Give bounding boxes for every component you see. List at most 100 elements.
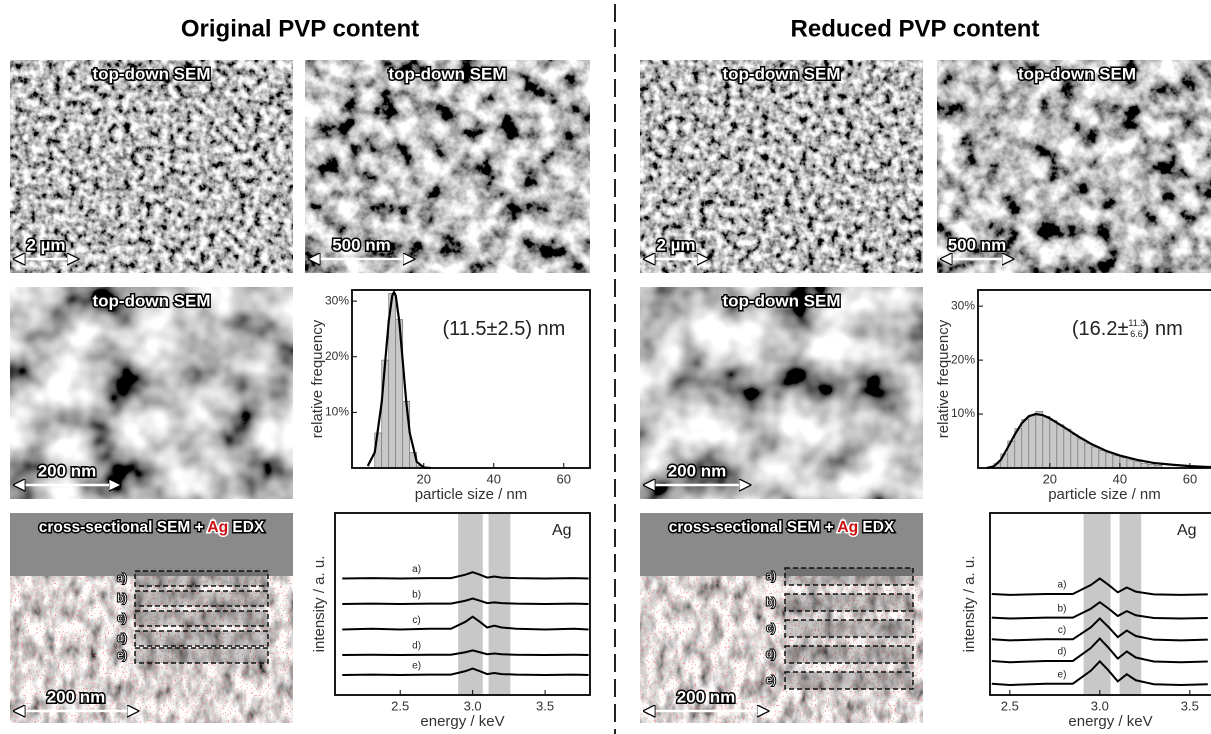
region-box xyxy=(785,646,913,663)
histogram-bar xyxy=(1029,415,1036,468)
series-label: e) xyxy=(412,661,421,672)
histogram-bar xyxy=(1113,456,1120,468)
region-box xyxy=(135,571,268,586)
scale-label: 2 µm xyxy=(26,235,65,254)
label-part: Ag xyxy=(207,519,228,536)
y-tick-label: 10% xyxy=(325,405,349,419)
x-tick-label: 60 xyxy=(1183,471,1197,486)
x-tick-label: 2.5 xyxy=(1001,698,1019,713)
region-label: a) xyxy=(766,570,776,582)
image-label: cross-sectional SEM + Ag EDX xyxy=(39,519,265,536)
x-axis-label: energy / keV xyxy=(420,713,504,730)
figure: Original PVP content Reduced PVP content… xyxy=(0,0,1211,734)
histogram-bar xyxy=(1043,416,1050,468)
energy-band xyxy=(1120,514,1142,694)
region-box xyxy=(785,594,913,611)
image-label: top-down SEM xyxy=(388,64,506,83)
image-label: top-down SEM xyxy=(92,64,210,83)
region-label: c) xyxy=(766,622,775,634)
region-box xyxy=(135,631,268,646)
annotation: (11.5±2.5) nm xyxy=(442,318,565,340)
region-box xyxy=(785,568,913,585)
x-tick-label: 40 xyxy=(487,471,501,486)
series-label: a) xyxy=(1058,580,1067,591)
region-label: e) xyxy=(117,649,127,661)
histogram-bar xyxy=(382,360,389,468)
x-tick-label: 60 xyxy=(557,471,571,486)
region-box xyxy=(785,620,913,637)
x-axis-label: particle size / nm xyxy=(415,486,528,503)
region-label: a) xyxy=(117,572,127,584)
image-label: top-down SEM xyxy=(722,64,840,83)
scale-label: 500 nm xyxy=(948,235,1007,254)
region-label: d) xyxy=(766,648,776,660)
y-tick-label: 20% xyxy=(325,349,349,363)
y-tick-label: 30% xyxy=(325,293,349,307)
annotation-part: (11.5±2.5) nm xyxy=(442,318,565,340)
region-box xyxy=(135,611,268,626)
region-label: d) xyxy=(117,632,127,644)
region-label: e) xyxy=(766,674,776,686)
series-label: c) xyxy=(1058,625,1066,636)
x-tick-label: 20 xyxy=(1043,471,1057,486)
x-axis-label: energy / keV xyxy=(1068,713,1152,730)
histogram-bar xyxy=(1071,435,1078,468)
y-tick-label: 30% xyxy=(951,298,975,312)
scale-label: 200 nm xyxy=(47,687,106,706)
histogram-bar xyxy=(1106,453,1113,468)
series-label: d) xyxy=(412,641,421,652)
page: Original PVP content Reduced PVP content… xyxy=(0,0,1211,734)
histogram-bar xyxy=(1022,419,1029,468)
label-part: Ag xyxy=(837,519,858,536)
x-tick-label: 20 xyxy=(417,471,431,486)
series-label: a) xyxy=(412,564,421,575)
x-tick-label: 40 xyxy=(1113,471,1127,486)
scale-label: 200 nm xyxy=(38,461,97,480)
region-box xyxy=(785,672,913,689)
series-label: e) xyxy=(1058,669,1067,680)
x-axis-label: particle size / nm xyxy=(1048,486,1161,503)
legend-label: Ag xyxy=(1177,522,1197,539)
histogram-bar xyxy=(1064,429,1071,468)
histogram-bar xyxy=(1134,462,1141,468)
region-label: b) xyxy=(117,592,127,604)
scale-label: 500 nm xyxy=(332,235,391,254)
y-tick-label: 20% xyxy=(951,352,975,366)
image-label: cross-sectional SEM + Ag EDX xyxy=(669,519,895,536)
label-part: cross-sectional SEM + xyxy=(39,519,208,536)
histogram-bar xyxy=(1036,411,1043,468)
histogram-bar xyxy=(1057,425,1064,468)
series-label: c) xyxy=(412,615,420,626)
image-label: top-down SEM xyxy=(1018,64,1136,83)
scale-label: 2 µm xyxy=(656,235,695,254)
label-part: cross-sectional SEM + xyxy=(669,519,838,536)
energy-band xyxy=(458,514,483,694)
column-heading: Original PVP content xyxy=(181,15,419,42)
series-label: b) xyxy=(412,590,421,601)
region-box xyxy=(135,648,268,663)
x-tick-label: 3.5 xyxy=(536,698,554,713)
scale-label: 200 nm xyxy=(668,461,727,480)
y-axis-label: relative frequency xyxy=(309,319,326,438)
series-label: b) xyxy=(1058,603,1067,614)
histogram-bar xyxy=(1120,458,1127,468)
y-axis-label: relative frequency xyxy=(935,319,952,438)
x-tick-label: 3.5 xyxy=(1181,698,1199,713)
column-heading: Reduced PVP content xyxy=(791,15,1040,42)
histogram-bar xyxy=(1092,447,1099,468)
y-axis-label: intensity / a. u. xyxy=(311,556,328,653)
x-tick-label: 3.0 xyxy=(464,698,482,713)
region-box xyxy=(135,591,268,606)
annotation-part: 6.6 xyxy=(1130,329,1143,339)
series-label: d) xyxy=(1058,647,1067,658)
annotation-part: (16.2± xyxy=(1072,318,1129,340)
y-tick-label: 10% xyxy=(951,406,975,420)
annotation-part: ) nm xyxy=(1143,318,1183,340)
legend-label: Ag xyxy=(552,522,572,539)
histogram-bar xyxy=(1050,421,1057,468)
scale-label: 200 nm xyxy=(677,687,736,706)
x-tick-label: 3.0 xyxy=(1091,698,1109,713)
image-label: top-down SEM xyxy=(92,291,210,310)
histogram-bar xyxy=(1078,439,1085,468)
